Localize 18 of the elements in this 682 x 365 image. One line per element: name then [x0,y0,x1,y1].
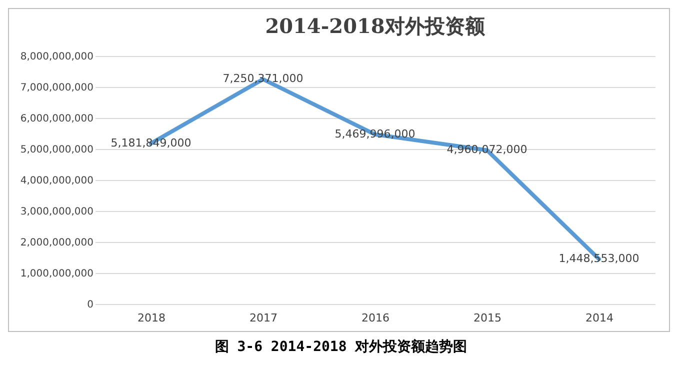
x-tick-label: 2018 [138,312,166,324]
chart-title: 2014-2018对外投资额 [265,14,486,38]
y-tick-label: 1,000,000,000 [20,268,94,280]
y-tick-label: 7,000,000,000 [20,82,94,94]
caption: 图 3-6 2014-2018 对外投资额趋势图 [214,338,468,356]
x-tick-label: 2016 [362,312,390,324]
x-tick-label: 2017 [250,312,278,324]
y-tick-label: 5,000,000,000 [20,144,94,156]
y-tick-label: 6,000,000,000 [20,114,94,124]
x-tick-label: 2014 [586,312,614,324]
y-tick-label: 4,000,000,000 [20,176,94,186]
data-label: 7,250,371,000 [222,72,304,86]
y-tick-label: 2,000,000,000 [20,238,94,248]
y-tick-label: 8,000,000,000 [20,52,94,62]
y-tick-label: 0 [87,300,94,310]
x-tick-label: 2015 [474,312,502,324]
y-tick-label: 3,000,000,000 [20,206,94,218]
data-label: 1,448,553,000 [558,252,640,266]
